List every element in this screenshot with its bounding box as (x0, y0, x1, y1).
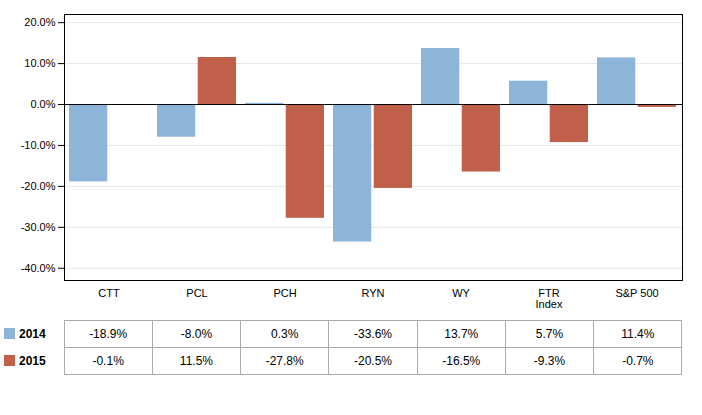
html-text:-0.7%: -0.7% (622, 354, 654, 368)
svg-text:20.0%: 20.0% (24, 16, 55, 28)
html-text:11.5%: 11.5% (179, 354, 213, 368)
html-text:11.4%: 11.4% (621, 327, 655, 341)
svg-text:-10.0%: -10.0% (21, 139, 56, 151)
html-text:5.7%: 5.7% (535, 327, 564, 341)
html-text:2015: 2015 (19, 354, 46, 368)
html-text:-8.0%: -8.0% (180, 327, 213, 341)
svg-text:PCL: PCL (186, 287, 207, 299)
html-text:-0.1%: -0.1% (92, 354, 124, 368)
svg-text:-30.0%: -30.0% (21, 221, 56, 233)
svg-text:10.0%: 10.0% (24, 57, 55, 69)
html-text:13.7%: 13.7% (444, 327, 479, 341)
html-text:-18.9%: -18.9% (89, 327, 128, 341)
html-text:2014: 2014 (19, 327, 46, 341)
html-text:-27.8%: -27.8% (265, 354, 304, 368)
svg-text:FTRIndex: FTRIndex (536, 287, 563, 310)
svg-text:0.0%: 0.0% (30, 98, 55, 110)
svg-text:-20.0%: -20.0% (21, 180, 56, 192)
svg-text:RYN: RYN (361, 287, 384, 299)
html-text:-20.5%: -20.5% (354, 354, 392, 368)
svg-text:S&P 500: S&P 500 (615, 287, 658, 299)
svg-text:WY: WY (452, 287, 470, 299)
svg-text:-40.0%: -40.0% (21, 262, 56, 274)
svg-text:CTT: CTT (98, 287, 120, 299)
html-text:-33.6%: -33.6% (354, 327, 392, 341)
html-text:0.3%: 0.3% (271, 327, 299, 341)
html-text:-9.3%: -9.3% (533, 354, 566, 368)
html-text:-16.5%: -16.5% (442, 354, 481, 368)
svg-text:PCH: PCH (273, 287, 296, 299)
